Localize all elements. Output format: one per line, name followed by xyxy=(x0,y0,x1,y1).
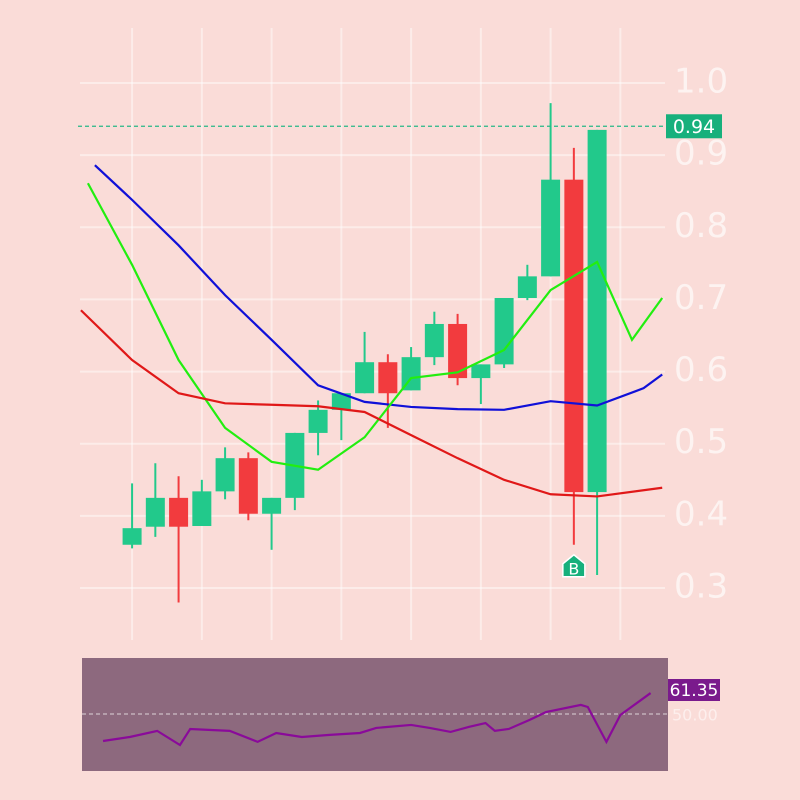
candle-body xyxy=(262,497,282,514)
indicator-panel xyxy=(82,658,668,771)
candle-body xyxy=(494,297,514,365)
y-tick-label: 50.00 xyxy=(672,705,718,724)
y-tick-label: 0.9 xyxy=(674,134,728,174)
y-tick-label: 0.8 xyxy=(674,206,728,246)
moving-average xyxy=(80,309,663,498)
rsi-line xyxy=(102,692,652,747)
candle-body xyxy=(541,179,561,277)
candle-body xyxy=(331,393,351,410)
signal-label: B xyxy=(568,559,579,578)
y-tick-label: 1.0 xyxy=(674,61,728,101)
candle-body xyxy=(145,497,165,527)
last-value-box xyxy=(668,678,720,701)
candle-body xyxy=(448,323,468,379)
candle-body xyxy=(564,179,584,493)
candle-body xyxy=(169,497,189,527)
candle-body xyxy=(471,364,491,379)
candle-body xyxy=(215,458,235,492)
y-tick-label: 0.6 xyxy=(674,350,728,390)
candle-body xyxy=(238,458,258,514)
candle-body xyxy=(122,528,142,545)
moving-average xyxy=(94,164,663,411)
candle-body xyxy=(517,276,537,298)
y-tick-label: 0.7 xyxy=(674,278,728,318)
y-tick-label: 0.3 xyxy=(674,567,728,607)
moving-average xyxy=(86,182,664,471)
last-price-label: 0.94 xyxy=(673,116,715,138)
candle-body xyxy=(401,357,421,391)
y-tick-label: 0.5 xyxy=(674,422,728,462)
last-price-box xyxy=(666,114,722,139)
candle-body xyxy=(308,409,328,433)
candle-body xyxy=(192,491,212,526)
candle-body xyxy=(355,362,375,394)
candle-body xyxy=(378,362,398,394)
last-value-label: 61.35 xyxy=(670,681,719,701)
candle-body xyxy=(424,323,444,358)
signal-marker xyxy=(562,553,586,578)
y-tick-label: 0.4 xyxy=(674,494,728,534)
candle-body xyxy=(587,129,607,493)
